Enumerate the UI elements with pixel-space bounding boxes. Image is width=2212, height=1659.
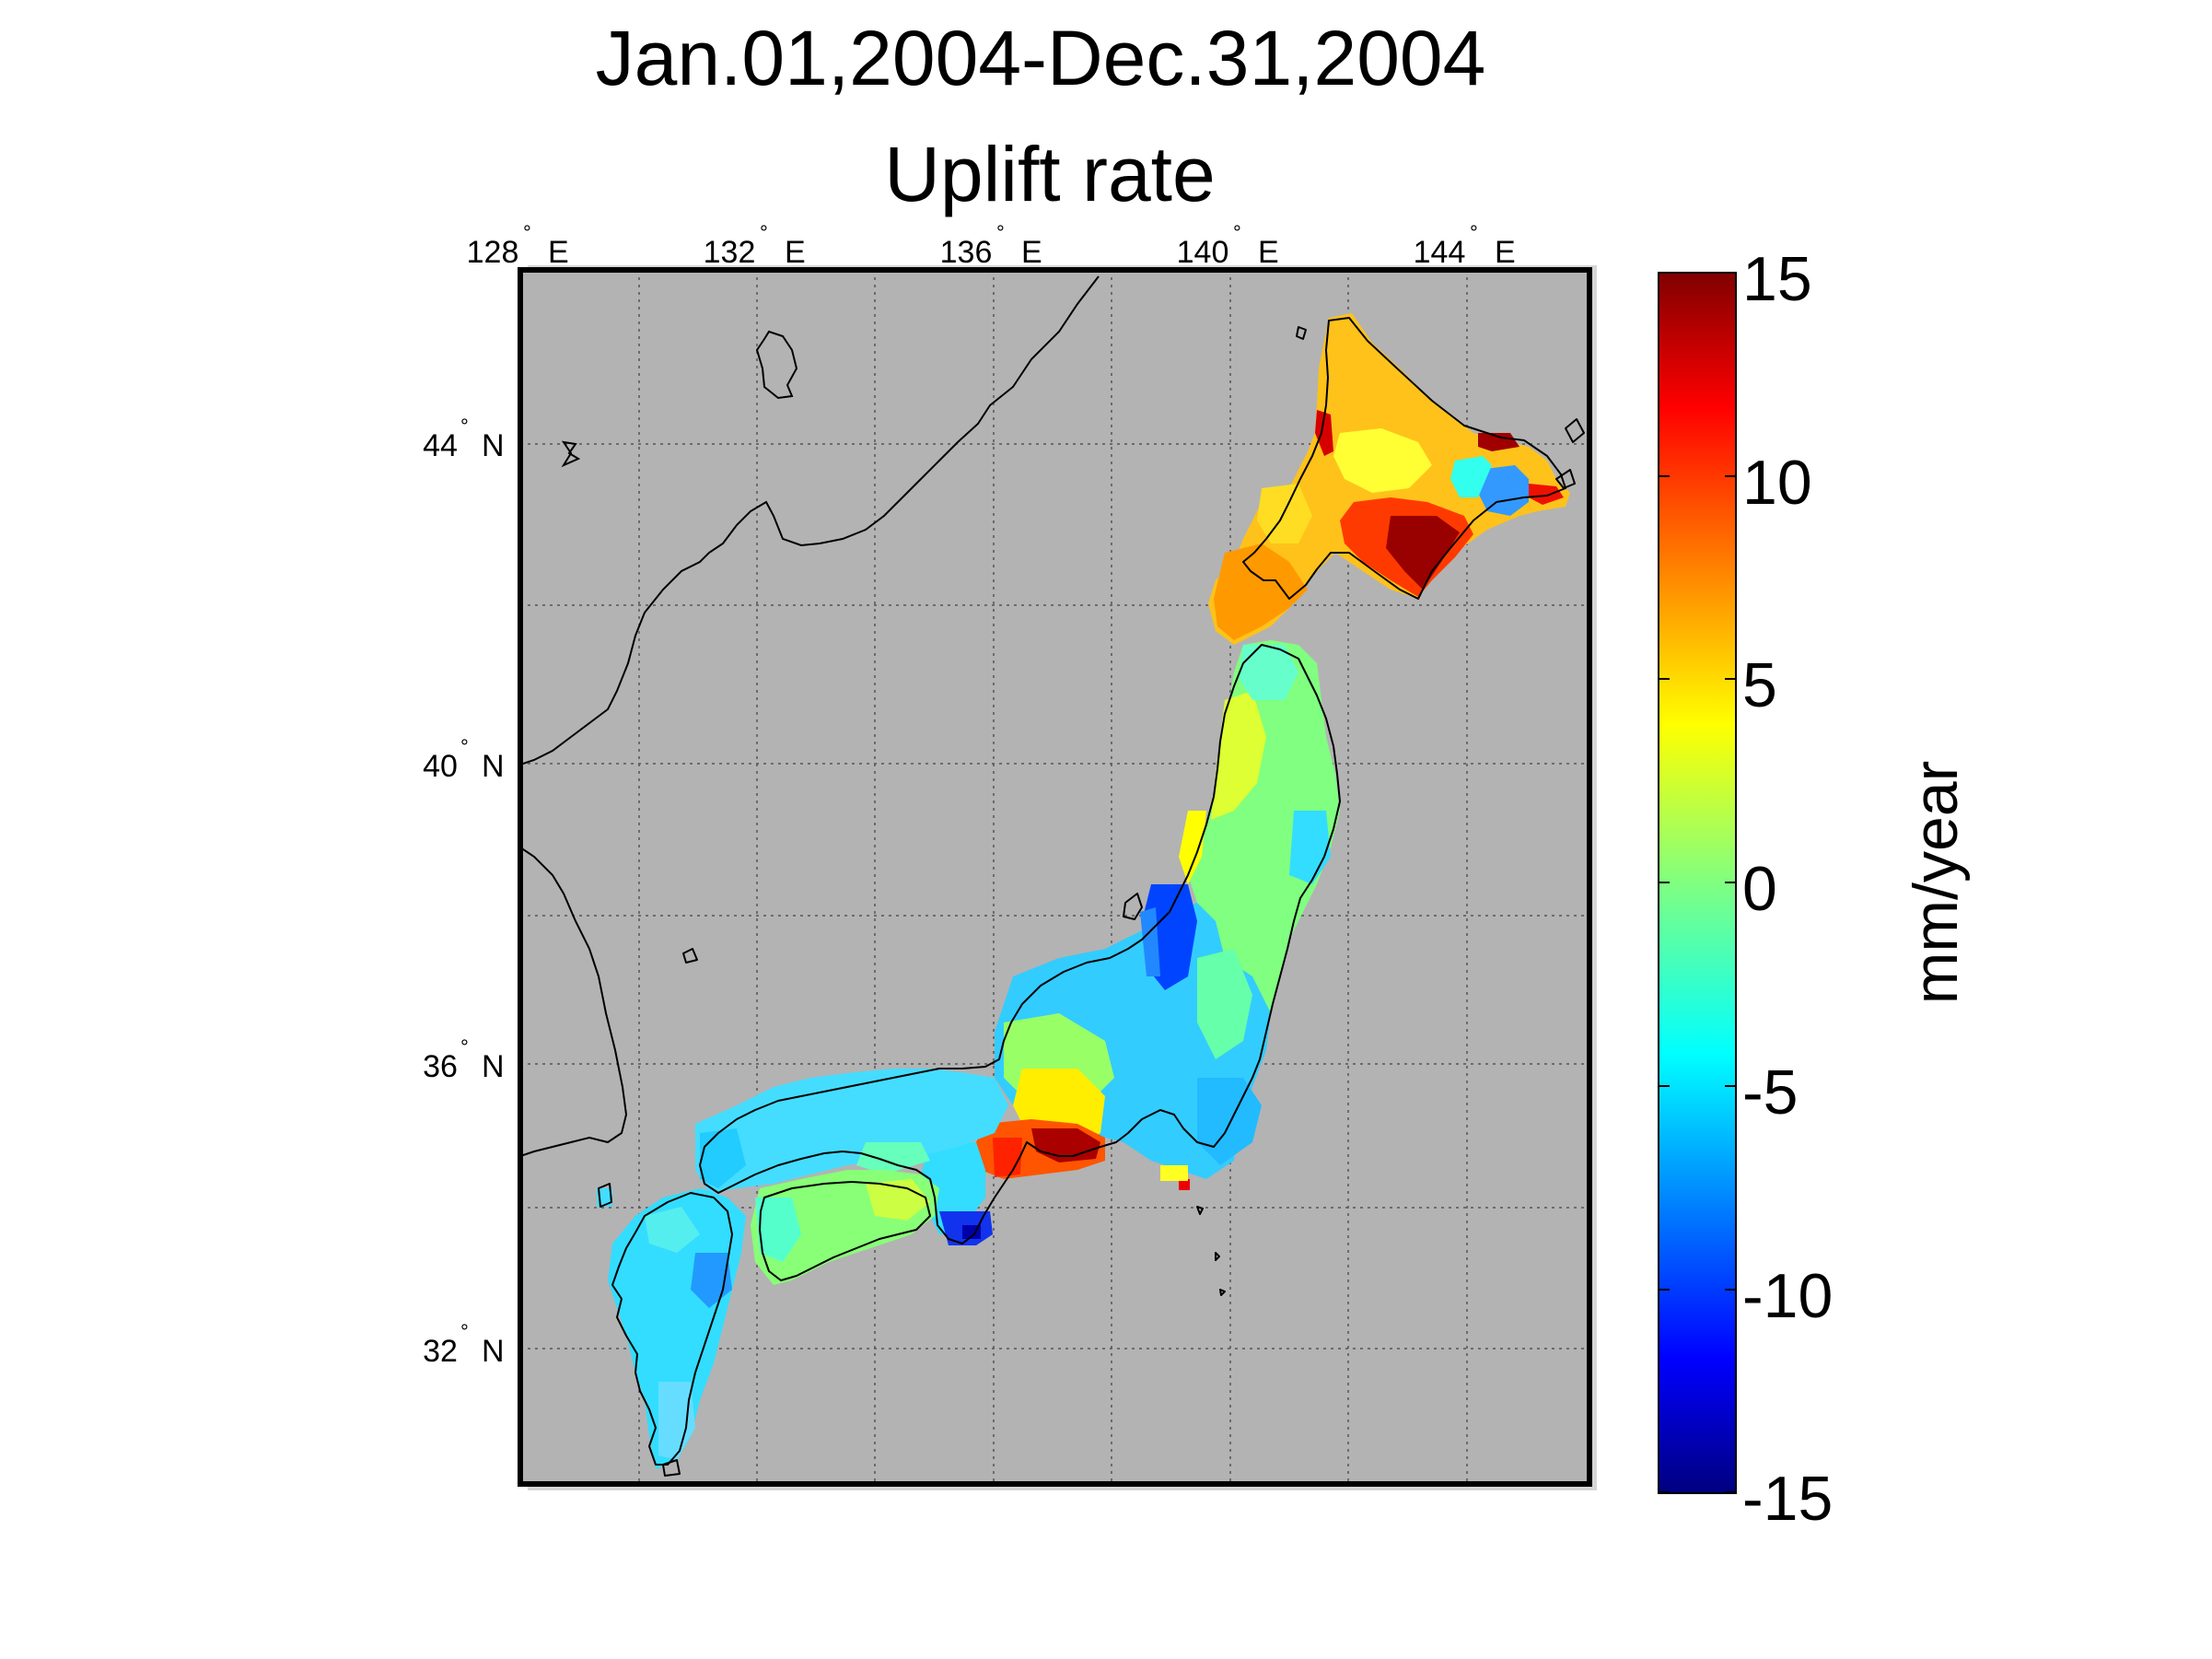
- lon-label-140-suffix: E: [1258, 235, 1279, 270]
- hokkaido-central-yellow: [1333, 428, 1432, 493]
- tsushima-coastline: [598, 1183, 612, 1208]
- tanegashima-coastline: [662, 1459, 681, 1477]
- map-panel: [518, 265, 1597, 1490]
- kanto-cyan: [1197, 1078, 1262, 1165]
- izu-yellow: [1160, 1165, 1188, 1181]
- lat-label-44-deg: 44: [423, 428, 458, 463]
- colorbar-tick-15: 15: [1742, 244, 1812, 314]
- colorbar: 15 10 5 0 -5 -10 -15 mm/year: [1658, 244, 1971, 1534]
- niigata-midblue: [1140, 907, 1160, 976]
- colorbar-tick-10: 10: [1742, 448, 1812, 518]
- colorbar-gradient: [1658, 272, 1737, 1494]
- hokkaido-west-yellow: [1257, 484, 1312, 543]
- nemuro-cyan: [1450, 456, 1492, 497]
- lon-label-132-degree-sign: °: [760, 221, 768, 244]
- central-green: [1197, 949, 1252, 1059]
- latitude-labels: 44 ° N 40 ° N 36 ° N 32 ° N: [423, 415, 504, 1369]
- colorbar-tick-minus-10: -10: [1742, 1261, 1833, 1331]
- lon-label-136-suffix: E: [1021, 235, 1042, 270]
- shikoku-yellow: [866, 1179, 930, 1221]
- title-line-2: Uplift rate: [884, 131, 1215, 217]
- title-line-1: Jan.01,2004-Dec.31,2004: [596, 15, 1486, 101]
- kyushu-south-lightblue: [658, 1382, 695, 1460]
- tohoku-coast-yellow: [1179, 811, 1206, 884]
- hokkaido-northwest-red: [1315, 410, 1333, 456]
- lat-label-32: 32 ° N: [423, 1320, 504, 1369]
- tokachi-max: [1386, 516, 1460, 590]
- lat-label-40-deg: 40: [423, 749, 458, 784]
- lon-label-136-degree-sign: °: [996, 221, 1005, 244]
- uplift-heatmap: [597, 313, 1570, 1469]
- lat-label-32-deg: 32: [423, 1334, 458, 1369]
- lon-label-128-suffix: E: [548, 235, 569, 270]
- lat-label-36-degree-sign: °: [460, 1035, 469, 1058]
- kuril-coastline: [1555, 418, 1585, 489]
- lon-label-132: 132 ° E: [704, 221, 806, 270]
- lat-label-40: 40 ° N: [423, 735, 504, 784]
- lat-label-36: 36 ° N: [423, 1035, 504, 1084]
- lat-label-36-suffix: N: [482, 1049, 505, 1084]
- colorbar-tick-minus-5: -5: [1742, 1057, 1798, 1127]
- tokai-red: [993, 1138, 1022, 1177]
- colorbar-tick-marks: [1659, 272, 1736, 1493]
- lon-label-140-degree-sign: °: [1233, 221, 1241, 244]
- continent-coastline: [520, 275, 1100, 1157]
- hokkaido-coastline: [1242, 317, 1566, 600]
- lon-label-144: 144 ° E: [1414, 221, 1516, 270]
- chugoku-cells: [695, 1069, 1008, 1193]
- sado-coastline: [1123, 893, 1143, 920]
- lat-label-40-degree-sign: °: [460, 735, 469, 758]
- longitude-labels: 128 ° E 132 ° E 136 ° E 140 ° E 144 ° E: [467, 221, 1516, 270]
- lon-label-140-deg: 140: [1177, 235, 1229, 270]
- shiretoko-darkred: [1478, 433, 1519, 451]
- lon-label-128-deg: 128: [467, 235, 519, 270]
- colorbar-tick-5: 5: [1742, 650, 1777, 720]
- map-frame: [518, 267, 1592, 1487]
- lat-label-32-degree-sign: °: [460, 1320, 469, 1343]
- tohoku-north-cyan: [1239, 645, 1298, 700]
- izu-red: [1179, 1179, 1190, 1190]
- oki-coastline: [682, 948, 698, 964]
- hokkaido-cells: [1208, 313, 1570, 645]
- izu-islands: [1196, 1206, 1226, 1296]
- chugoku-west-cyan: [700, 1128, 746, 1188]
- lon-label-128-degree-sign: °: [523, 221, 531, 244]
- hokkaido-south-orange: [1214, 543, 1308, 640]
- lat-label-44-suffix: N: [482, 428, 505, 463]
- tohoku-west-yellow: [1211, 691, 1266, 820]
- lat-label-32-suffix: N: [482, 1334, 505, 1369]
- japan-coastline: [598, 317, 1585, 1477]
- lon-label-136-deg: 136: [940, 235, 993, 270]
- colorbar-tick-minus-15: -15: [1742, 1464, 1833, 1534]
- lat-label-36-deg: 36: [423, 1049, 458, 1084]
- lon-label-128: 128 ° E: [467, 221, 569, 270]
- colorbar-tick-0: 0: [1742, 854, 1777, 924]
- honshu-coastline: [699, 644, 1341, 1244]
- rebun-coastline: [1296, 326, 1307, 340]
- nemuro-blue: [1478, 465, 1529, 516]
- lon-label-144-degree-sign: °: [1470, 221, 1478, 244]
- kyushu-coastline: [611, 1192, 733, 1466]
- lon-label-136: 136 ° E: [940, 221, 1042, 270]
- nemuro-red: [1529, 484, 1564, 505]
- kyushu-north-cyan: [645, 1207, 700, 1253]
- lon-label-144-deg: 144: [1414, 235, 1466, 270]
- chugoku-coast-green: [856, 1142, 930, 1174]
- lon-label-144-suffix: E: [1495, 235, 1516, 270]
- kii-darkblue: [962, 1225, 981, 1239]
- colorbar-label: mm/year: [1901, 761, 1971, 1004]
- chugoku-region: [695, 1069, 1008, 1193]
- shikoku-coastline: [759, 1181, 931, 1281]
- shikoku-west-cyan: [755, 1198, 801, 1262]
- lat-label-44-degree-sign: °: [460, 415, 469, 438]
- lon-label-132-deg: 132: [704, 235, 756, 270]
- lat-label-40-suffix: N: [482, 749, 505, 784]
- lon-label-132-suffix: E: [785, 235, 806, 270]
- lon-label-140: 140 ° E: [1177, 221, 1279, 270]
- lat-label-44: 44 ° N: [423, 415, 504, 463]
